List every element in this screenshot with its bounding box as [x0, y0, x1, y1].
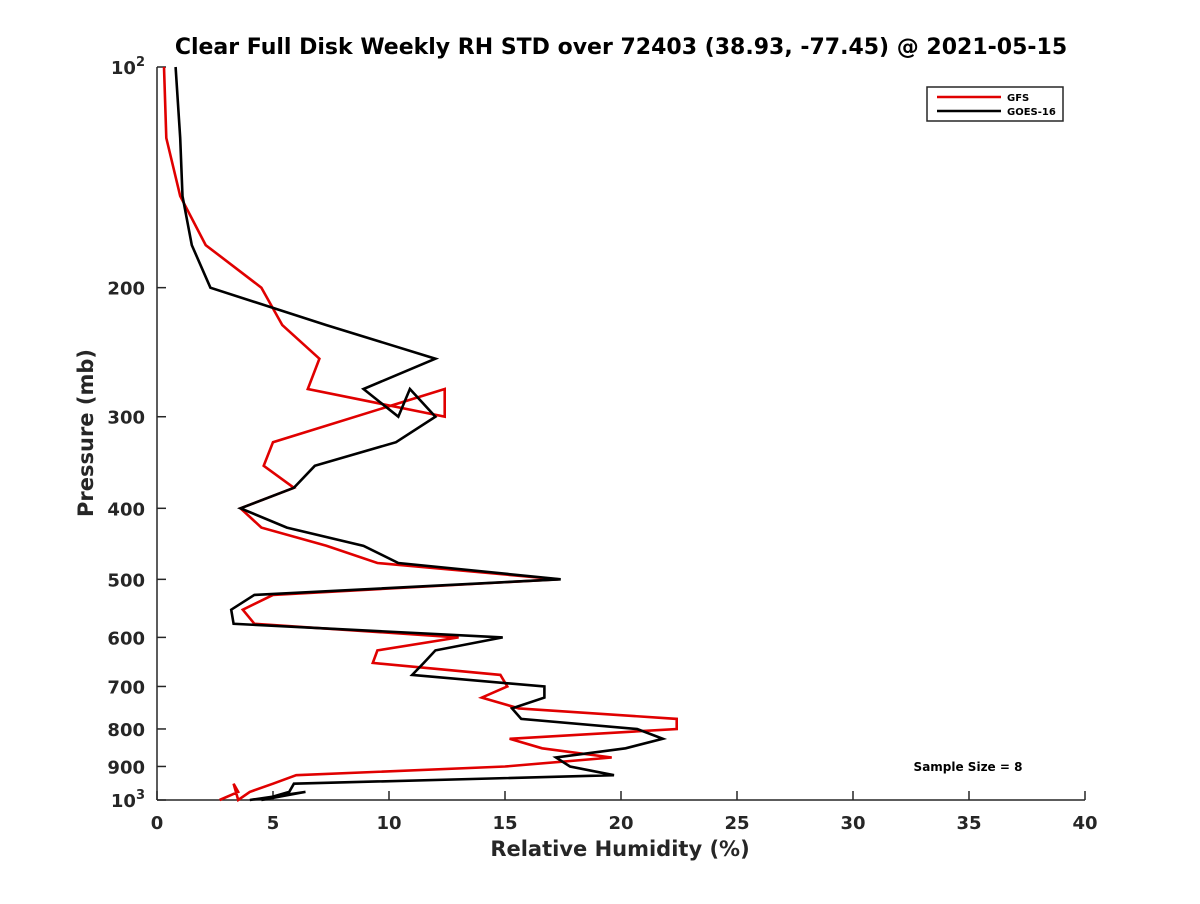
x-tick-label: 0	[151, 813, 164, 834]
axis-ticks: 0 5 10 15 20 25 30 35 40 102 200 300 400 500 600 700 800…	[107, 55, 1097, 834]
y-tick-label: 600	[107, 628, 145, 649]
series-line-goes-16	[174, 66, 668, 802]
x-tick-label: 25	[724, 813, 749, 834]
x-tick-label: 30	[840, 813, 865, 834]
legend-label: GFS	[1007, 93, 1029, 104]
y-tick-label: 103	[111, 788, 145, 812]
chart-title: Clear Full Disk Weekly RH STD over 72403…	[175, 35, 1067, 60]
y-tick-label: 800	[107, 720, 145, 741]
x-tick-label: 35	[956, 813, 981, 834]
legend-box	[926, 86, 1064, 122]
sample-size-annotation: Sample Size = 8	[914, 760, 1023, 774]
x-axis-label: Relative Humidity (%)	[490, 837, 749, 861]
y-tick-label: 200	[107, 279, 145, 300]
x-tick-label: 20	[608, 813, 633, 834]
x-tick-label: 5	[267, 813, 280, 834]
axes	[156, 67, 1085, 801]
y-tick-label: 900	[107, 757, 145, 778]
y-tick-label: 500	[107, 570, 145, 591]
legend: GFS GOES-16	[926, 86, 1064, 122]
y-axis-label: Pressure (mb)	[74, 349, 98, 517]
x-tick-label: 10	[376, 813, 401, 834]
y-tick-label: 700	[107, 677, 145, 698]
x-tick-label: 40	[1072, 813, 1097, 834]
y-tick-label: 102	[111, 55, 145, 79]
x-tick-label: 15	[492, 813, 517, 834]
y-tick-label: 400	[107, 499, 145, 520]
series-line-gfs	[162, 66, 679, 803]
y-tick-label: 300	[107, 408, 145, 429]
series-layer	[162, 66, 679, 803]
legend-label: GOES-16	[1007, 107, 1056, 118]
